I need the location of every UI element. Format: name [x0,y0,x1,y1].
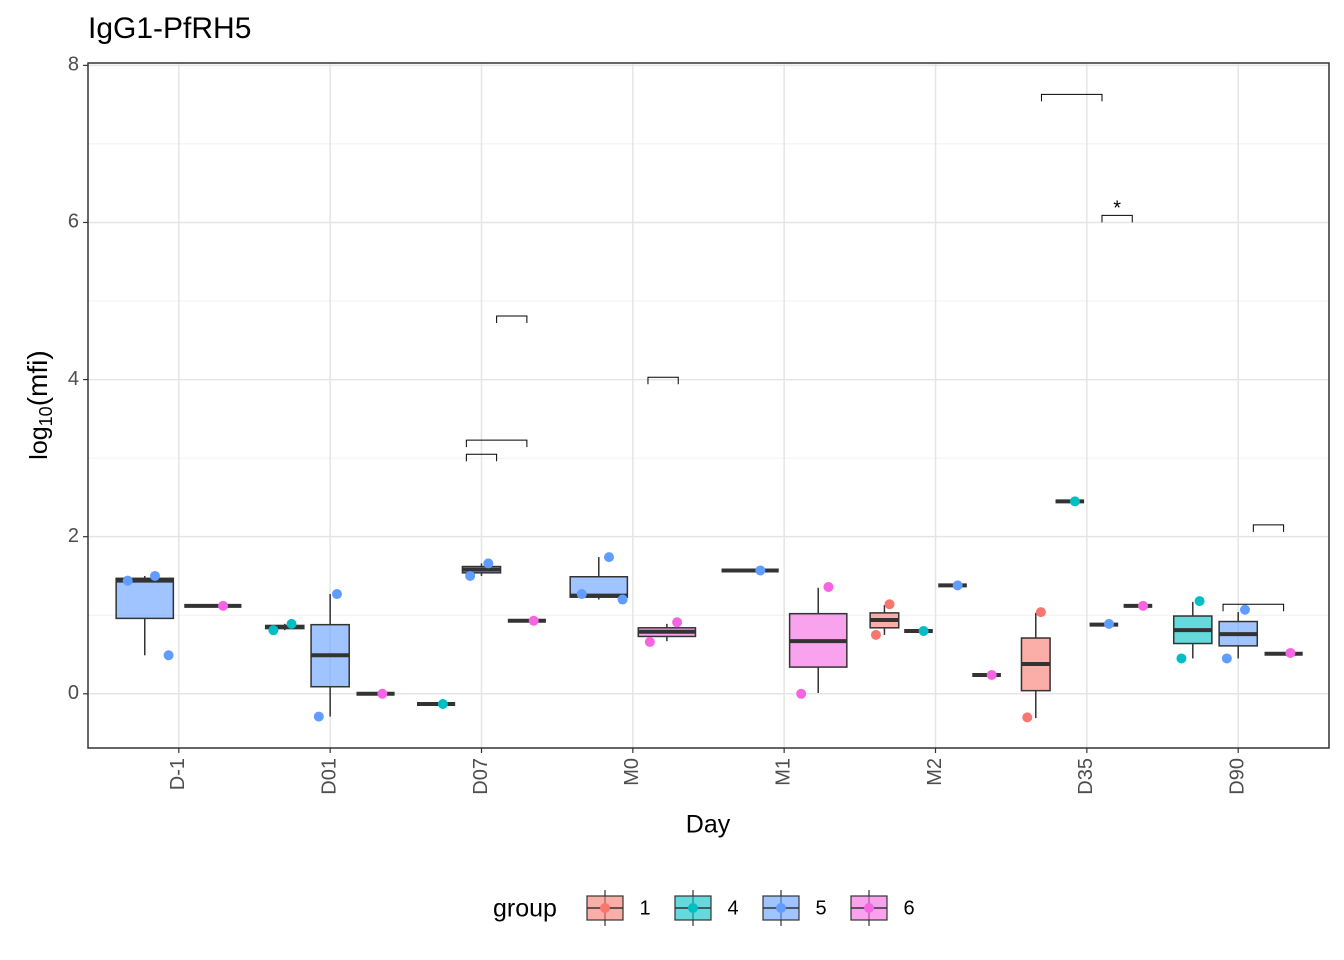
significance-label: * [1113,198,1121,220]
data-point [884,599,895,610]
legend-label: 6 [903,897,914,919]
data-point [122,575,133,586]
data-point [163,650,174,661]
data-point [644,636,655,647]
data-point [672,617,683,628]
data-point [483,558,494,569]
data-point [617,594,628,605]
data-point [465,570,476,581]
data-point [149,570,160,581]
x-tick-label: M1 [772,758,794,786]
data-point [1221,653,1232,664]
data-point [377,688,388,699]
legend-point [600,903,610,913]
y-axis-title-part: 10 [36,406,56,426]
y-axis-title: log10(mfi) [22,350,55,459]
legend-point [864,903,874,913]
significance-bracket [1222,603,1285,612]
data-point [918,625,929,636]
data-point [313,711,324,722]
data-point [286,618,297,629]
data-point [1069,496,1080,507]
data-point [755,565,766,576]
x-tick-label: M0 [621,758,643,786]
data-point [986,669,997,680]
data-point [1285,647,1296,658]
data-point [528,615,539,626]
significance-bracket [1101,214,1133,223]
x-tick-label: D01 [318,758,340,795]
x-tick-label: D07 [470,758,492,795]
legend-label: 5 [815,897,826,919]
data-point [796,688,807,699]
y-tick-label: 8 [68,54,79,76]
y-tick-label: 4 [68,368,79,390]
significance-bracket [1040,93,1103,102]
x-tick-label: D35 [1075,758,1097,795]
y-tick-label: 0 [68,682,79,704]
data-point [218,600,229,611]
y-tick-label: 2 [68,525,79,547]
data-point [437,699,448,710]
data-point [576,589,587,600]
data-point [331,589,342,600]
data-point [1176,653,1187,664]
x-tick-label: D90 [1226,758,1248,795]
legend-point [688,903,698,913]
data-point [1240,604,1251,615]
data-point [952,580,963,591]
panel-border [87,62,1330,749]
legend-point [776,903,786,913]
chart-title: IgG1-PfRH5 [88,12,251,45]
y-axis-title-part: (mfi) [22,350,53,406]
y-tick-label: 6 [68,211,79,233]
data-point [1022,712,1033,723]
data-point [870,629,881,640]
data-point [1035,607,1046,618]
significance-bracket [465,439,528,448]
significance-bracket [647,376,679,385]
data-point [268,625,279,636]
legend-title: group [493,895,557,923]
legend-label: 1 [639,897,650,919]
data-point [1103,618,1114,629]
data-point [823,581,834,592]
x-tick-label: D-1 [167,758,189,790]
significance-bracket [1252,524,1285,532]
data-point [1194,596,1205,607]
y-axis-title-part: log [25,426,53,459]
data-point [1138,600,1149,611]
x-tick-label: M2 [924,758,946,786]
significance-bracket [465,453,498,462]
legend-label: 4 [727,897,738,919]
significance-bracket [496,315,528,323]
data-point [603,552,614,563]
x-axis-title: Day [686,811,731,839]
